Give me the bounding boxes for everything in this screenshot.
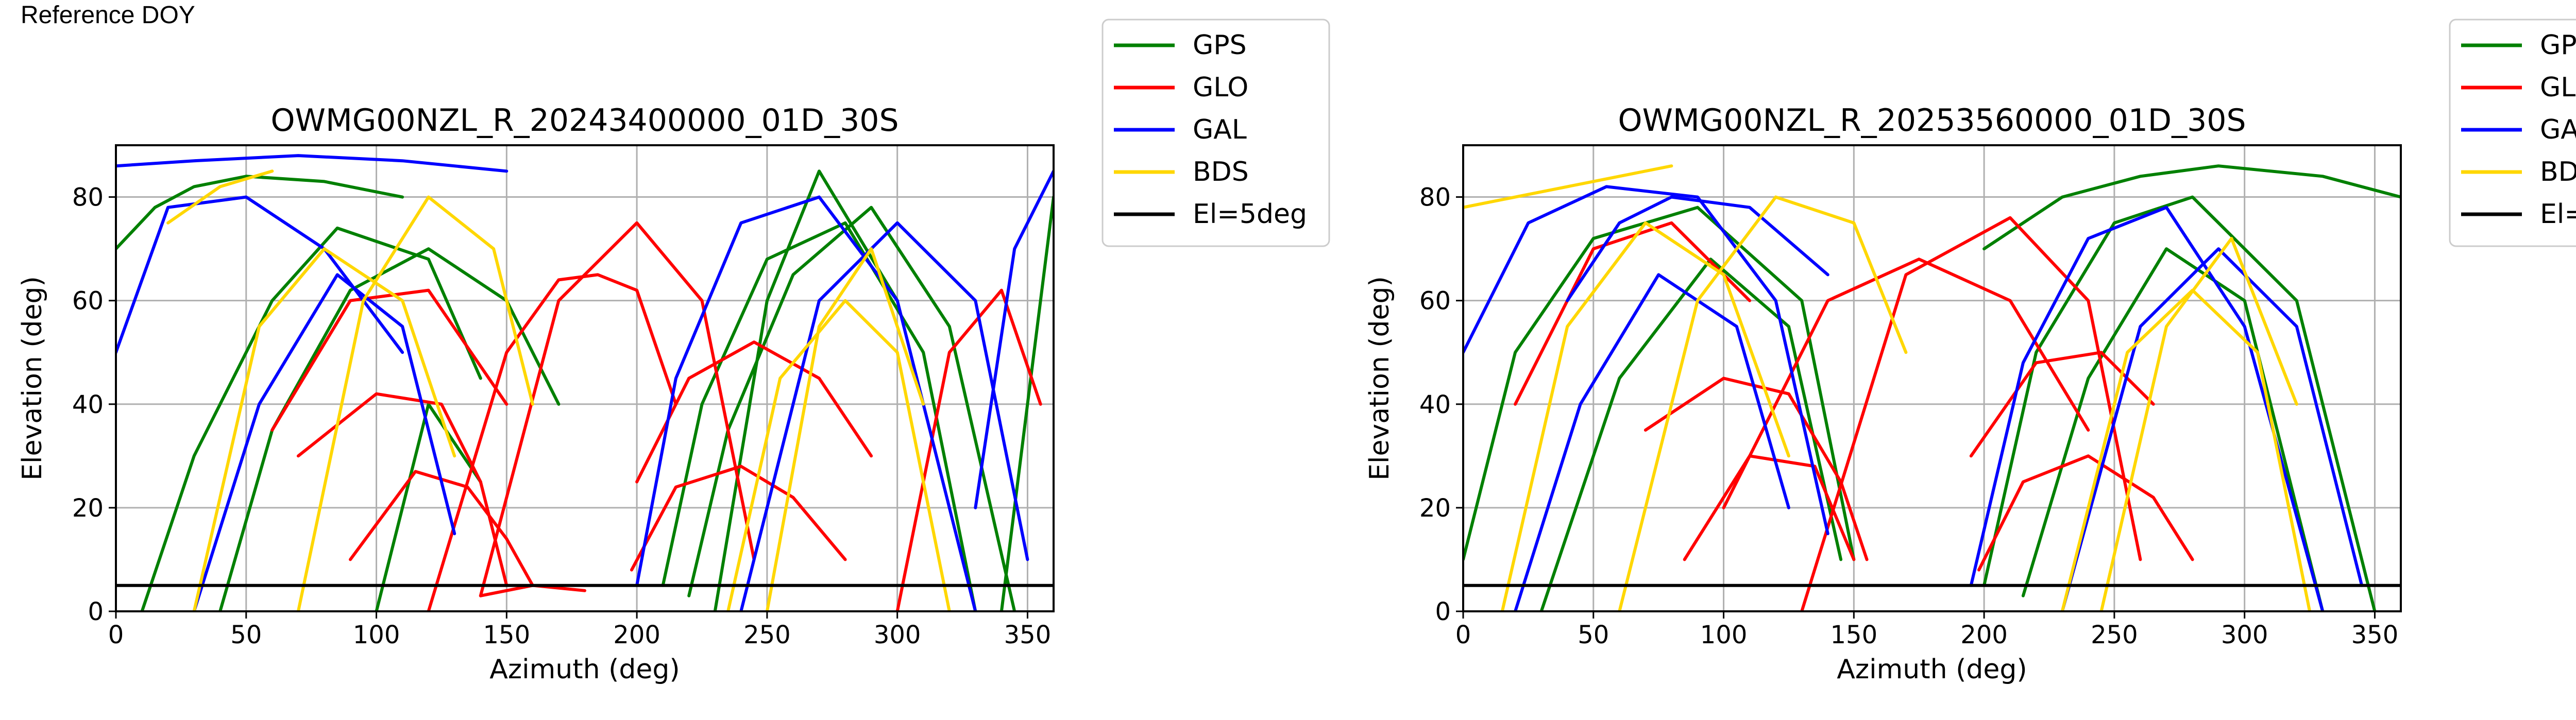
x-tick-label: 200 (1960, 621, 2008, 649)
series-gps-arc (2021, 247, 2325, 611)
series-gal-arc (2060, 247, 2364, 611)
x-tick-label: 300 (874, 621, 921, 649)
x-tick-label: 50 (230, 621, 262, 649)
legend: GPS GLO GAL BDS El=5deg (2449, 19, 2576, 247)
x-tick-label: 300 (2221, 621, 2268, 649)
series-bds-arc (1618, 195, 1908, 611)
series-gps-arc (140, 226, 482, 611)
series-glo-arc (895, 288, 1042, 611)
series-gal-arc (192, 273, 456, 611)
series-bds-arc (1500, 221, 1790, 611)
series-glo-arc (1514, 221, 1752, 406)
y-axis-label: Elevation (deg) (1364, 276, 1395, 481)
series-gps-arc (1982, 164, 2401, 251)
series-gps-arc (713, 169, 899, 611)
series-glo-arc (1643, 376, 1869, 561)
chart-title: OWMG00NZL_R_20243400000_01D_30S (270, 102, 899, 139)
axes-frame (1462, 144, 2402, 612)
plot-area (1463, 164, 2401, 611)
y-tick-label: 0 (88, 597, 104, 626)
series-gal-arc (635, 195, 977, 611)
x-tick-label: 150 (1831, 621, 1878, 649)
legend-label: BDS (2540, 157, 2576, 187)
legend-box (1101, 19, 1330, 247)
series-glo-arc (1722, 258, 2090, 509)
legend-label: GPS (2540, 30, 2576, 61)
y-tick-label: 60 (1419, 287, 1451, 316)
series-gal-arc (116, 154, 509, 173)
axes-frame (115, 144, 1055, 612)
series-gal-arc (1514, 273, 1790, 611)
x-tick-label: 100 (353, 621, 400, 649)
series-glo-arc (1800, 216, 2142, 611)
x-tick-label: 350 (1004, 621, 1052, 649)
y-tick-label: 20 (72, 494, 104, 523)
x-tick-label: 200 (613, 621, 660, 649)
x-tick-label: 150 (483, 621, 531, 649)
series-gal-arc (1463, 185, 1829, 536)
chart-panel-1: 0 50 100 150 200 250 300 350 0 20 40 60 80 OWMG00NZL_… (17, 19, 1330, 685)
figure-header: Reference DOY (21, 2, 195, 29)
series-gps-arc (1539, 258, 1843, 611)
y-tick-label: 60 (72, 287, 104, 316)
series-gps-arc (1982, 195, 2377, 611)
series-gps-arc (661, 221, 977, 611)
series-gps-arc (218, 247, 561, 611)
x-tick-label: 100 (1700, 621, 1748, 649)
series-bds-arc (192, 247, 456, 611)
legend-label: BDS (1193, 157, 1249, 187)
x-tick-label: 250 (743, 621, 791, 649)
series-gps-arc (375, 402, 482, 611)
series-gps-arc (116, 175, 404, 251)
series-gps-arc (999, 195, 1054, 611)
series-glo-arc (630, 465, 847, 572)
legend-label: GAL (1193, 114, 1247, 145)
series-gps-arc (687, 205, 1016, 611)
series-glo-arc (427, 273, 677, 611)
series-bds-arc (765, 247, 925, 611)
series-bds-arc (1463, 164, 1673, 209)
series-glo-arc (479, 221, 756, 597)
x-tick-label: 250 (2091, 621, 2138, 649)
legend-box (2449, 19, 2576, 247)
series-bds-arc (2099, 237, 2298, 611)
series-glo-arc (635, 340, 873, 484)
legend-label: El=5deg (2540, 199, 2576, 230)
series-gal-arc (1566, 195, 1829, 302)
legend: GPS GLO GAL BDS El=5deg (1101, 19, 1330, 247)
y-tick-label: 0 (1435, 597, 1451, 626)
series-gal-arc (1969, 205, 2325, 611)
chart-panel-2: 0 50 100 150 200 250 300 350 0 20 40 60 80 OWMG00NZL_… (1364, 19, 2576, 685)
legend-label: GAL (2540, 114, 2576, 145)
x-tick-label: 0 (1455, 621, 1471, 649)
series-bds-arc (166, 169, 274, 225)
series-glo-arc (270, 288, 509, 432)
x-tick-label: 350 (2351, 621, 2399, 649)
y-tick-label: 80 (72, 183, 104, 212)
series-bds-arc (296, 195, 534, 611)
series-glo-arc (1683, 454, 1856, 561)
y-tick-label: 20 (1419, 494, 1451, 523)
y-axis-label: Elevation (deg) (17, 276, 48, 481)
series-bds-arc (726, 299, 951, 611)
series-bds-arc (2060, 288, 2312, 611)
chart-title: OWMG00NZL_R_20253560000_01D_30S (1618, 102, 2246, 139)
y-tick-label: 40 (1419, 390, 1451, 419)
legend-label: El=5deg (1193, 199, 1307, 230)
legend-label: GPS (1193, 30, 1247, 61)
series-gal-arc (974, 169, 1054, 509)
x-tick-label: 50 (1578, 621, 1609, 649)
x-tick-label: 0 (108, 621, 124, 649)
y-tick-label: 40 (72, 390, 104, 419)
x-axis-label: Azimuth (deg) (1837, 654, 2027, 685)
legend-label: GLO (2540, 72, 2576, 103)
series-glo-arc (1977, 454, 2194, 572)
plot-area (116, 154, 1054, 611)
x-axis-label: Azimuth (deg) (489, 654, 680, 685)
legend-label: GLO (1193, 72, 1248, 103)
y-tick-label: 80 (1419, 183, 1451, 212)
